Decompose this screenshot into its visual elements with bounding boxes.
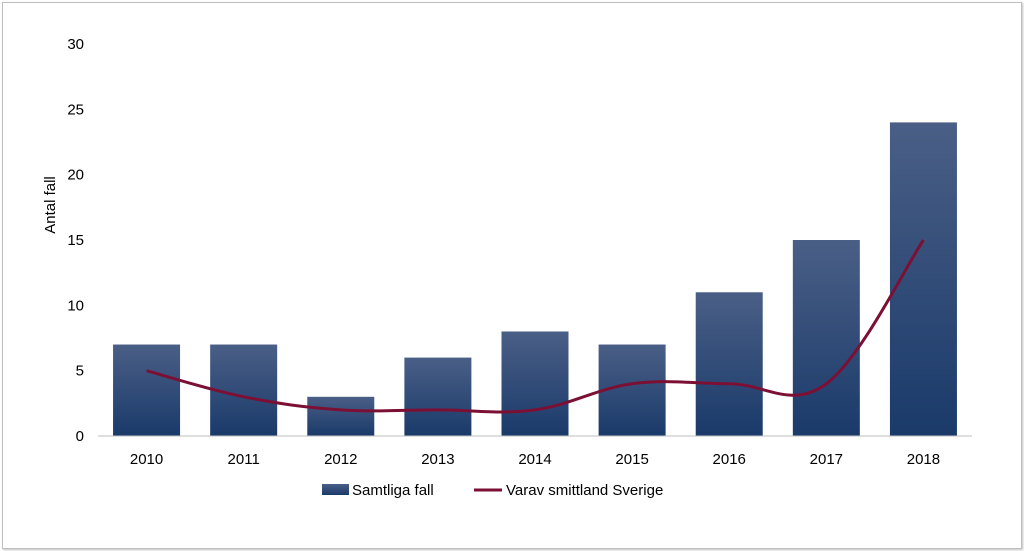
bar	[501, 331, 569, 436]
y-tick-label: 10	[67, 297, 84, 314]
x-tick-label: 2015	[615, 451, 648, 468]
y-tick-label: 15	[67, 232, 84, 249]
bar	[307, 396, 375, 436]
y-axis-ticks: 0 5 10 15 20 25 30	[67, 36, 84, 445]
bar	[695, 292, 763, 436]
y-tick-label: 20	[67, 167, 84, 184]
bar	[598, 344, 666, 436]
bar	[792, 240, 860, 436]
y-tick-label: 30	[67, 36, 84, 53]
y-tick-label: 0	[76, 428, 84, 445]
legend-label-line: Varav smittland Sverige	[506, 482, 663, 499]
legend-swatch-bar	[322, 484, 349, 495]
x-tick-label: 2011	[228, 451, 260, 468]
bar-series	[113, 122, 957, 437]
x-tick-label: 2016	[713, 451, 746, 468]
legend-label-bar: Samtliga fall	[352, 482, 434, 499]
line-series	[146, 239, 925, 414]
series-line	[146, 239, 925, 414]
x-tick-label: 2013	[421, 451, 454, 468]
legend: Samtliga fall Varav smittland Sverige	[322, 482, 663, 499]
y-tick-label: 5	[76, 363, 84, 380]
x-tick-label: 2012	[324, 451, 357, 468]
y-tick-label: 25	[67, 101, 84, 118]
bar	[113, 344, 181, 436]
x-tick-label: 2018	[907, 451, 940, 468]
y-axis-title: Antal fall	[42, 176, 59, 234]
x-axis-ticks: 2010 2011 2012 2013 2014 2015 2016 2017 2018	[130, 451, 940, 468]
bar	[404, 357, 472, 436]
x-tick-label: 2017	[810, 451, 843, 468]
x-tick-label: 2010	[130, 451, 163, 468]
x-tick-label: 2014	[518, 451, 551, 468]
